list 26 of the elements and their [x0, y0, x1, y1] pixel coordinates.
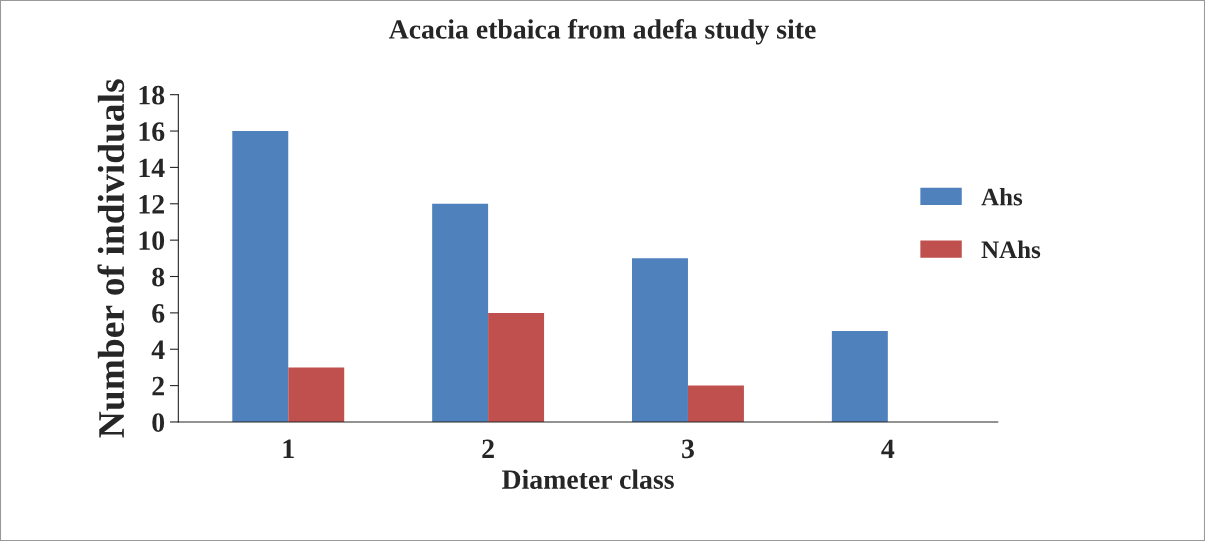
bar: [288, 367, 345, 422]
x-tick-label: 4: [881, 439, 895, 458]
chart-title: Acacia etbaica from adefa study site: [388, 18, 816, 45]
y-tick-label: 14: [139, 158, 165, 178]
y-tick-label: 4: [151, 340, 165, 359]
bar: [488, 312, 545, 422]
y-tick-label: 10: [139, 231, 165, 251]
bar: [232, 131, 289, 422]
y-tick-label: 2: [152, 376, 164, 396]
y-tick-label: 8: [152, 267, 165, 287]
y-axis-title: Number of individuals: [97, 79, 125, 438]
x-tick-label: 1: [283, 439, 294, 458]
y-tick-label: 0: [152, 413, 165, 432]
legend-label: Ahs: [981, 187, 1023, 206]
y-tick-label: 6: [152, 304, 165, 323]
bar: [687, 385, 744, 422]
legend-label: NAhs: [981, 240, 1041, 259]
y-tick-label: 18: [139, 85, 165, 105]
bar: [831, 331, 888, 422]
bar: [432, 203, 489, 422]
x-tick-label: 2: [482, 439, 494, 458]
x-axis-title: Diameter class: [502, 469, 674, 489]
y-tick-label: 12: [139, 195, 164, 214]
x-tick-label: 3: [682, 439, 694, 459]
bar: [632, 258, 688, 422]
y-tick-label: 16: [139, 122, 165, 141]
